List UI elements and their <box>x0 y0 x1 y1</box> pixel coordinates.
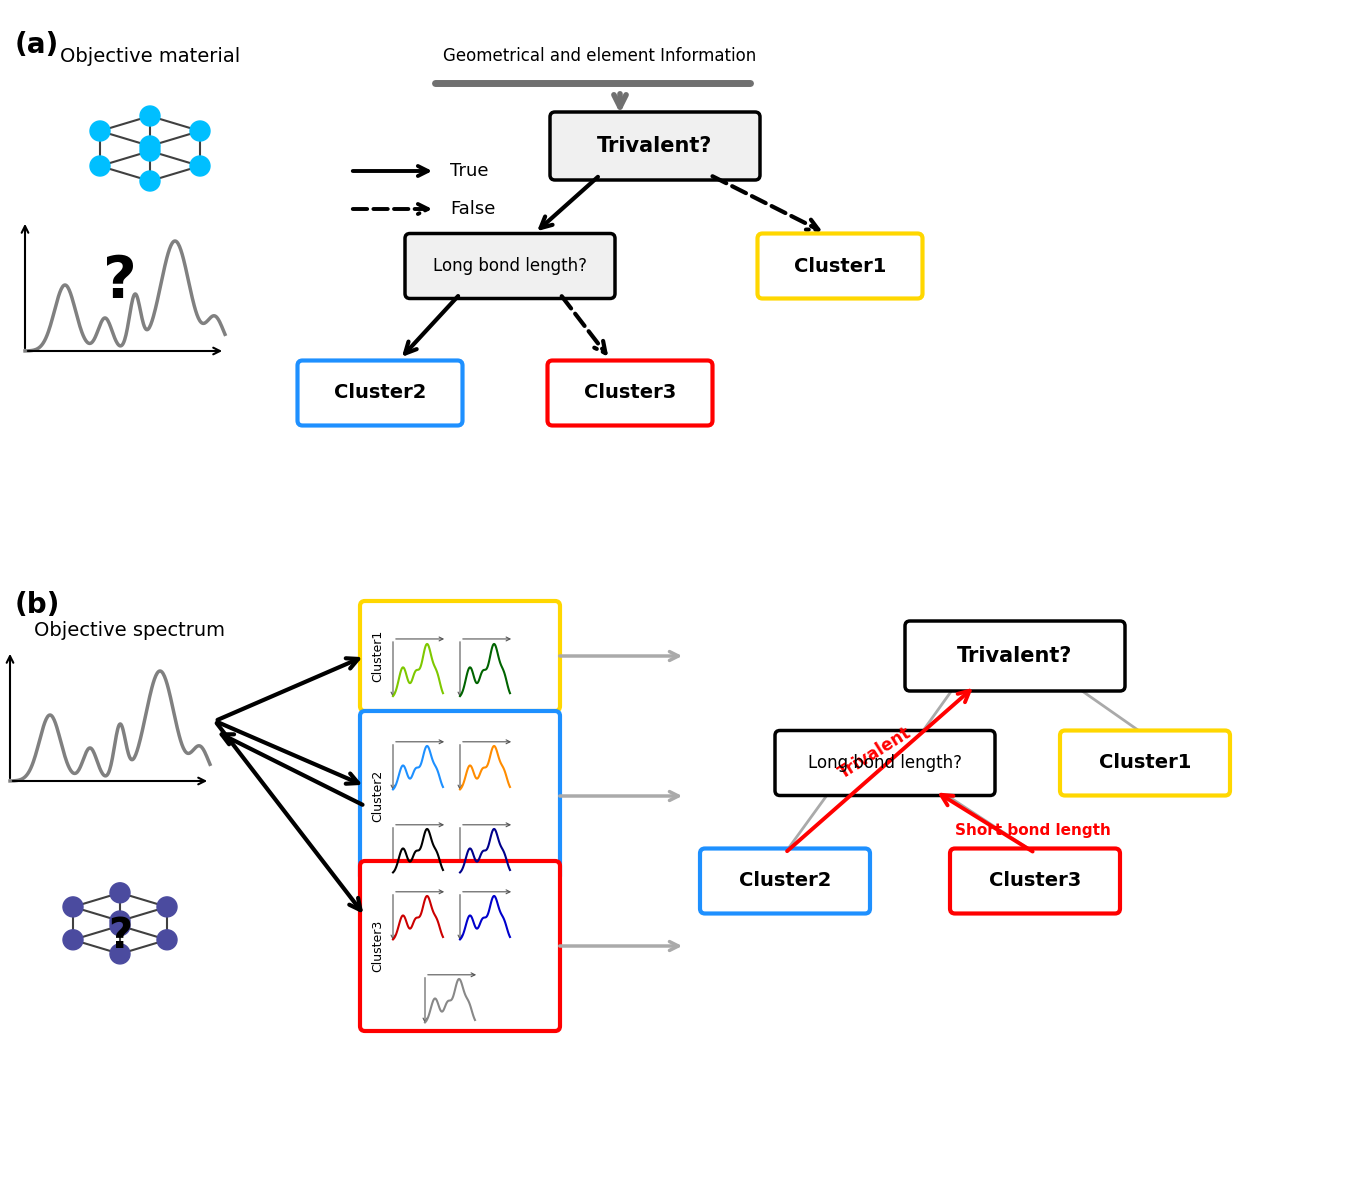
Circle shape <box>109 944 130 964</box>
FancyBboxPatch shape <box>775 730 995 796</box>
Text: Long bond length?: Long bond length? <box>433 257 587 275</box>
Text: Objective spectrum: Objective spectrum <box>35 622 225 641</box>
FancyBboxPatch shape <box>360 711 560 881</box>
FancyBboxPatch shape <box>904 621 1125 691</box>
Text: Short bond length: Short bond length <box>954 823 1111 838</box>
Circle shape <box>140 136 161 156</box>
Text: Cluster2: Cluster2 <box>371 769 385 822</box>
Text: ?: ? <box>108 915 132 958</box>
Circle shape <box>63 897 82 917</box>
Text: True: True <box>450 162 489 180</box>
Text: (b): (b) <box>15 591 61 619</box>
Circle shape <box>157 897 177 917</box>
Text: Trivalent: Trivalent <box>836 724 914 782</box>
Text: Geometrical and element Information: Geometrical and element Information <box>443 46 756 66</box>
Text: Cluster3: Cluster3 <box>988 872 1081 891</box>
Text: False: False <box>450 200 495 218</box>
Circle shape <box>109 916 130 936</box>
Text: Trivalent?: Trivalent? <box>957 646 1073 666</box>
FancyBboxPatch shape <box>405 233 616 299</box>
Text: Cluster2: Cluster2 <box>738 872 832 891</box>
Text: Objective material: Objective material <box>59 46 240 66</box>
Circle shape <box>157 930 177 949</box>
FancyBboxPatch shape <box>950 848 1120 913</box>
Text: ?: ? <box>103 252 136 310</box>
Circle shape <box>190 156 211 176</box>
Circle shape <box>90 156 109 176</box>
Circle shape <box>109 883 130 903</box>
Circle shape <box>109 911 130 931</box>
Circle shape <box>190 121 211 141</box>
FancyBboxPatch shape <box>549 112 760 180</box>
Text: Long bond length?: Long bond length? <box>809 754 963 772</box>
Text: (a): (a) <box>15 31 59 60</box>
Circle shape <box>140 172 161 191</box>
Circle shape <box>140 106 161 126</box>
Circle shape <box>63 930 82 949</box>
Circle shape <box>140 141 161 161</box>
FancyBboxPatch shape <box>548 361 713 425</box>
FancyBboxPatch shape <box>297 361 463 425</box>
Text: Cluster3: Cluster3 <box>583 384 676 403</box>
Text: Cluster3: Cluster3 <box>371 919 385 972</box>
FancyBboxPatch shape <box>360 601 560 711</box>
Text: Cluster1: Cluster1 <box>1099 754 1191 773</box>
FancyBboxPatch shape <box>1060 730 1230 796</box>
FancyBboxPatch shape <box>757 233 922 299</box>
Text: Cluster1: Cluster1 <box>371 630 385 682</box>
Text: Cluster1: Cluster1 <box>794 256 886 275</box>
FancyBboxPatch shape <box>360 861 560 1031</box>
Text: Cluster2: Cluster2 <box>333 384 427 403</box>
Circle shape <box>90 121 109 141</box>
FancyBboxPatch shape <box>701 848 869 913</box>
Text: Trivalent?: Trivalent? <box>597 136 713 156</box>
